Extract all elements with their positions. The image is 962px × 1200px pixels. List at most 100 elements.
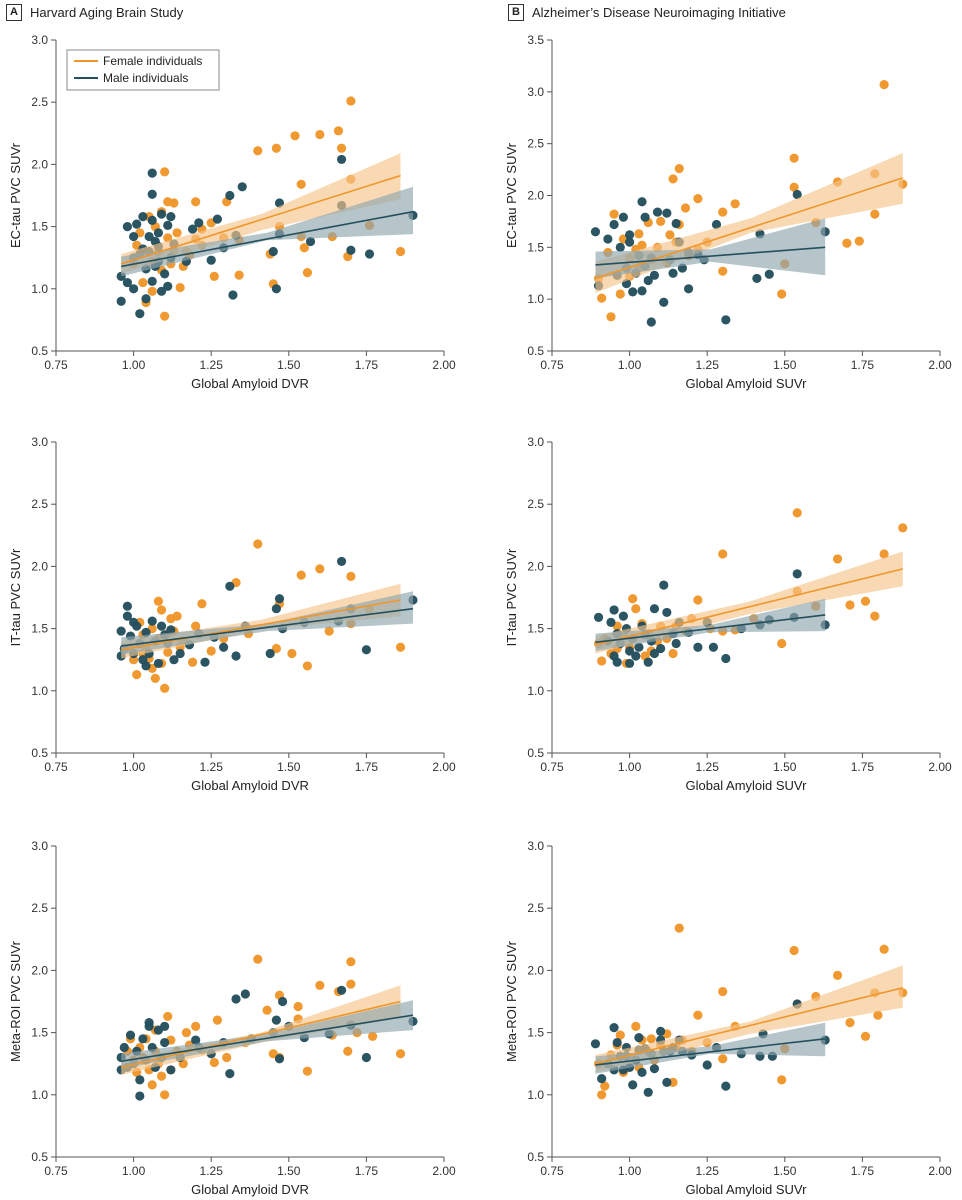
data-point bbox=[175, 282, 185, 293]
data-point bbox=[163, 220, 173, 230]
y-tick-label: 3.0 bbox=[527, 839, 544, 853]
data-point bbox=[150, 673, 160, 683]
data-point bbox=[649, 270, 660, 280]
data-point bbox=[674, 923, 684, 933]
y-tick-label: 2.5 bbox=[31, 95, 48, 109]
data-point bbox=[287, 648, 297, 659]
data-point bbox=[153, 228, 164, 238]
y-tick-label: 0.5 bbox=[31, 1150, 48, 1164]
data-point bbox=[789, 153, 799, 163]
data-point bbox=[615, 242, 625, 252]
data-point bbox=[296, 570, 306, 580]
data-point bbox=[606, 617, 616, 627]
data-point bbox=[122, 277, 132, 288]
data-point bbox=[253, 146, 263, 156]
data-point bbox=[873, 1010, 883, 1020]
x-tick-label: 1.50 bbox=[277, 1164, 301, 1178]
data-point bbox=[860, 1031, 871, 1041]
data-point bbox=[368, 1031, 378, 1041]
data-point bbox=[222, 1052, 232, 1063]
data-point bbox=[693, 642, 703, 652]
x-tick-label: 1.50 bbox=[277, 358, 301, 372]
data-point bbox=[302, 661, 313, 671]
data-point bbox=[711, 219, 722, 230]
legend-box bbox=[66, 49, 220, 91]
data-point bbox=[175, 648, 185, 659]
data-point bbox=[225, 1069, 235, 1079]
y-tick-label: 2.5 bbox=[31, 901, 48, 915]
female-confidence-band bbox=[595, 153, 903, 293]
data-point bbox=[600, 1081, 610, 1091]
data-point bbox=[609, 1023, 619, 1033]
data-point bbox=[231, 994, 241, 1004]
data-point bbox=[845, 1018, 855, 1028]
data-point bbox=[659, 297, 669, 307]
data-point bbox=[160, 683, 170, 693]
data-point bbox=[656, 1026, 666, 1036]
data-point bbox=[135, 309, 145, 319]
y-tick-label: 1.5 bbox=[31, 1026, 48, 1040]
x-tick-label: 1.00 bbox=[618, 358, 642, 372]
data-point bbox=[147, 286, 157, 296]
data-point bbox=[618, 611, 628, 621]
data-point bbox=[764, 269, 774, 279]
y-axis-label: EC-tau PVC SUVr bbox=[504, 142, 519, 248]
y-axis-label: EC-tau PVC SUVr bbox=[8, 142, 23, 248]
data-point bbox=[777, 289, 787, 299]
data-point bbox=[656, 216, 666, 227]
data-point bbox=[346, 979, 356, 989]
x-tick-label: 2.00 bbox=[432, 358, 456, 372]
panel-b-title: Alzheimer’s Disease Neuroimaging Initiat… bbox=[532, 5, 786, 20]
data-point bbox=[156, 621, 167, 631]
data-point bbox=[144, 1018, 154, 1028]
data-point bbox=[191, 1035, 201, 1045]
data-point bbox=[166, 625, 176, 635]
data-point bbox=[649, 1064, 660, 1074]
data-point bbox=[262, 1005, 272, 1015]
y-axis-label: IT-tau PVC SUVr bbox=[8, 548, 23, 646]
data-point bbox=[163, 647, 173, 657]
data-point bbox=[346, 957, 356, 967]
chart-2: 0.5 1.0 1.5 2.0 2.5 3.0 3.5 0.75 1.00 1.25 1.50 1.7… bbox=[504, 33, 952, 391]
y-tick-label: 1.5 bbox=[31, 220, 48, 234]
data-point bbox=[662, 208, 672, 218]
data-point bbox=[593, 612, 604, 623]
x-tick-label: 0.75 bbox=[540, 760, 564, 774]
data-point bbox=[166, 212, 176, 222]
data-point bbox=[116, 626, 126, 636]
panel-a-header: A Harvard Aging Brain Study bbox=[6, 4, 183, 21]
data-point bbox=[160, 269, 170, 279]
data-point bbox=[618, 212, 628, 222]
data-point bbox=[138, 212, 148, 222]
y-tick-label: 3.0 bbox=[527, 435, 544, 449]
data-point bbox=[609, 605, 619, 615]
data-point bbox=[290, 131, 300, 141]
data-point bbox=[212, 1015, 223, 1025]
female-fit-line bbox=[121, 599, 401, 651]
y-tick-label: 3.0 bbox=[31, 435, 48, 449]
data-point bbox=[702, 1060, 712, 1070]
x-tick-label: 0.75 bbox=[44, 760, 68, 774]
female-fit-line bbox=[595, 568, 903, 646]
x-axis-label: Global Amyloid DVR bbox=[191, 778, 309, 793]
data-point bbox=[240, 989, 250, 999]
x-axis-label: Global Amyloid SUVr bbox=[686, 1182, 808, 1197]
data-point bbox=[315, 980, 325, 990]
data-point bbox=[395, 642, 406, 652]
data-point bbox=[212, 214, 223, 224]
data-point bbox=[253, 954, 263, 964]
data-point bbox=[879, 549, 889, 559]
data-point bbox=[271, 143, 281, 153]
data-point bbox=[187, 657, 198, 667]
panel-a-letter: A bbox=[6, 4, 22, 21]
data-point bbox=[628, 287, 638, 297]
male-points bbox=[116, 154, 418, 319]
female-confidence-band bbox=[121, 153, 401, 274]
data-point bbox=[163, 1011, 173, 1022]
data-point bbox=[132, 219, 142, 229]
data-point bbox=[277, 996, 288, 1007]
data-point bbox=[625, 646, 635, 656]
data-point bbox=[789, 182, 799, 192]
data-point bbox=[628, 594, 638, 604]
data-point bbox=[671, 218, 681, 229]
